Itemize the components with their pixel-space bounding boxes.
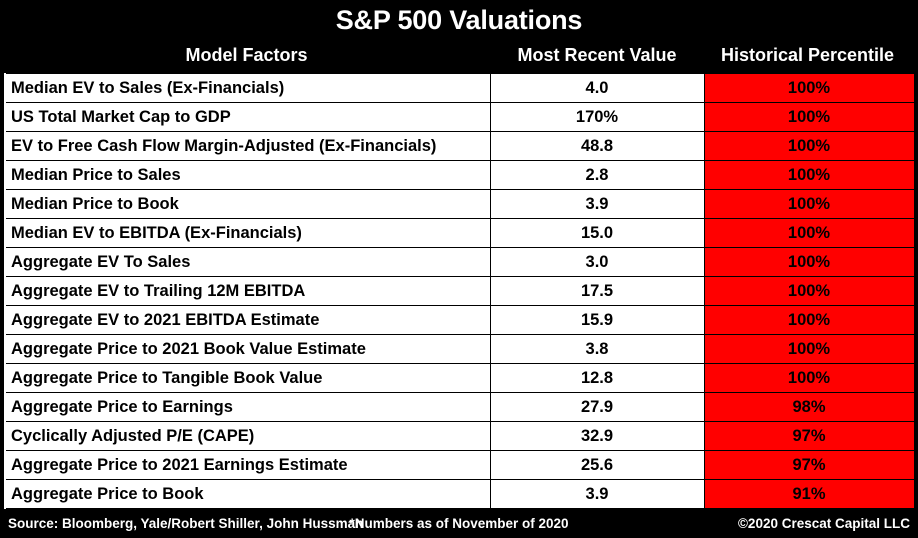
cell-value: 3.9 <box>489 479 705 509</box>
footer-source: Source: Bloomberg, Yale/Robert Shiller, … <box>8 516 364 531</box>
cell-factor: Aggregate Price to Book <box>4 479 491 509</box>
cell-percentile: 100% <box>703 160 915 190</box>
table-row: Aggregate EV To Sales 3.0 100% <box>4 247 915 277</box>
cell-value: 4.0 <box>489 73 705 103</box>
cell-percentile: 100% <box>703 305 915 335</box>
table-row: Median EV to Sales (Ex-Financials) 4.0 1… <box>4 73 915 103</box>
table-body: Median EV to Sales (Ex-Financials) 4.0 1… <box>4 73 915 509</box>
cell-value: 32.9 <box>489 421 705 451</box>
cell-factor: Aggregate Price to 2021 Book Value Estim… <box>4 334 491 364</box>
column-header-model-factors: Model Factors <box>185 45 308 65</box>
cell-factor: Aggregate EV To Sales <box>4 247 491 277</box>
cell-factor: Median Price to Sales <box>4 160 491 190</box>
cell-percentile: 100% <box>703 218 915 248</box>
table-row: Aggregate Price to 2021 Book Value Estim… <box>4 334 915 364</box>
cell-value: 3.0 <box>489 247 705 277</box>
cell-value: 15.0 <box>489 218 705 248</box>
footer: Source: Bloomberg, Yale/Robert Shiller, … <box>0 510 918 538</box>
cell-percentile: 97% <box>703 450 915 480</box>
table-row: Aggregate Price to Tangible Book Value 1… <box>4 363 915 393</box>
table-row: Median EV to EBITDA (Ex-Financials) 15.0… <box>4 218 915 248</box>
cell-factor: US Total Market Cap to GDP <box>4 102 491 132</box>
column-header-historical-percentile: Historical Percentile <box>720 45 895 65</box>
page-title: S&P 500 Valuations <box>335 5 583 35</box>
cell-factor: Median EV to Sales (Ex-Financials) <box>4 73 491 103</box>
cell-percentile: 100% <box>703 276 915 306</box>
cell-percentile: 100% <box>703 131 915 161</box>
table-row: EV to Free Cash Flow Margin-Adjusted (Ex… <box>4 131 915 161</box>
cell-factor: Cyclically Adjusted P/E (CAPE) <box>4 421 491 451</box>
column-header-row: Model Factors Most Recent Value Historic… <box>0 40 918 70</box>
valuations-table: Median EV to Sales (Ex-Financials) 4.0 1… <box>4 73 915 509</box>
cell-value: 2.8 <box>489 160 705 190</box>
cell-percentile: 100% <box>703 247 915 277</box>
cell-value: 12.8 <box>489 363 705 393</box>
cell-value: 170% <box>489 102 705 132</box>
cell-percentile: 91% <box>703 479 915 509</box>
table-row: Aggregate Price to Earnings 27.9 98% <box>4 392 915 422</box>
cell-value: 25.6 <box>489 450 705 480</box>
cell-value: 3.9 <box>489 189 705 219</box>
cell-value: 15.9 <box>489 305 705 335</box>
cell-percentile: 100% <box>703 189 915 219</box>
table-row: Aggregate EV to Trailing 12M EBITDA 17.5… <box>4 276 915 306</box>
table-row: Cyclically Adjusted P/E (CAPE) 32.9 97% <box>4 421 915 451</box>
cell-value: 27.9 <box>489 392 705 422</box>
cell-factor: Aggregate Price to Tangible Book Value <box>4 363 491 393</box>
cell-factor: Aggregate EV to Trailing 12M EBITDA <box>4 276 491 306</box>
table-row: Median Price to Book 3.9 100% <box>4 189 915 219</box>
footer-copyright: ©2020 Crescat Capital LLC <box>737 516 910 531</box>
table-row: Aggregate Price to Book 3.9 91% <box>4 479 915 509</box>
cell-value: 17.5 <box>489 276 705 306</box>
cell-value: 48.8 <box>489 131 705 161</box>
column-header-most-recent-value: Most Recent Value <box>517 45 677 65</box>
cell-percentile: 97% <box>703 421 915 451</box>
cell-factor: Aggregate Price to Earnings <box>4 392 491 422</box>
table-row: US Total Market Cap to GDP 170% 100% <box>4 102 915 132</box>
cell-factor: Aggregate EV to 2021 EBITDA Estimate <box>4 305 491 335</box>
cell-factor: Aggregate Price to 2021 Earnings Estimat… <box>4 450 491 480</box>
cell-percentile: 100% <box>703 334 915 364</box>
cell-factor: Median EV to EBITDA (Ex-Financials) <box>4 218 491 248</box>
cell-percentile: 100% <box>703 73 915 103</box>
cell-factor: EV to Free Cash Flow Margin-Adjusted (Ex… <box>4 131 491 161</box>
table-row: Aggregate Price to 2021 Earnings Estimat… <box>4 450 915 480</box>
footer-note: *Numbers as of November of 2020 <box>349 516 569 531</box>
cell-percentile: 98% <box>703 392 915 422</box>
table-row: Aggregate EV to 2021 EBITDA Estimate 15.… <box>4 305 915 335</box>
cell-percentile: 100% <box>703 102 915 132</box>
table-row: Median Price to Sales 2.8 100% <box>4 160 915 190</box>
cell-percentile: 100% <box>703 363 915 393</box>
cell-value: 3.8 <box>489 334 705 364</box>
cell-factor: Median Price to Book <box>4 189 491 219</box>
